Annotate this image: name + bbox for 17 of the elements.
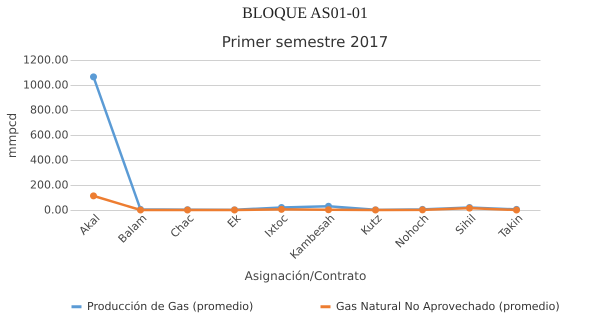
y-tick-label: 1000.00 [23,78,68,92]
y-axis-title: mmpcd [5,112,20,158]
chart-title: BLOQUE AS01-01 [242,5,368,22]
chart-subtitle: Primer semestre 2017 [222,33,388,51]
y-tick-label: 400.00 [30,154,68,166]
point [90,192,98,200]
point [90,73,98,80]
x-tick-label: Ek [224,211,244,230]
point [324,206,332,214]
y-tick-label: 800.00 [30,104,68,116]
y-tick-label: 1200.00 [23,54,68,66]
legend-label: Gas Natural No Aprovechado (promedio) [336,300,560,313]
legend-label: Producción de Gas (promedio) [87,300,254,313]
y-tick-label: 600.00 [30,128,68,142]
y-tick-label: 200.00 [30,178,68,192]
y-tick-label: 0.00 [44,204,68,216]
x-axis-title: Asignación/Contrato [244,269,366,284]
